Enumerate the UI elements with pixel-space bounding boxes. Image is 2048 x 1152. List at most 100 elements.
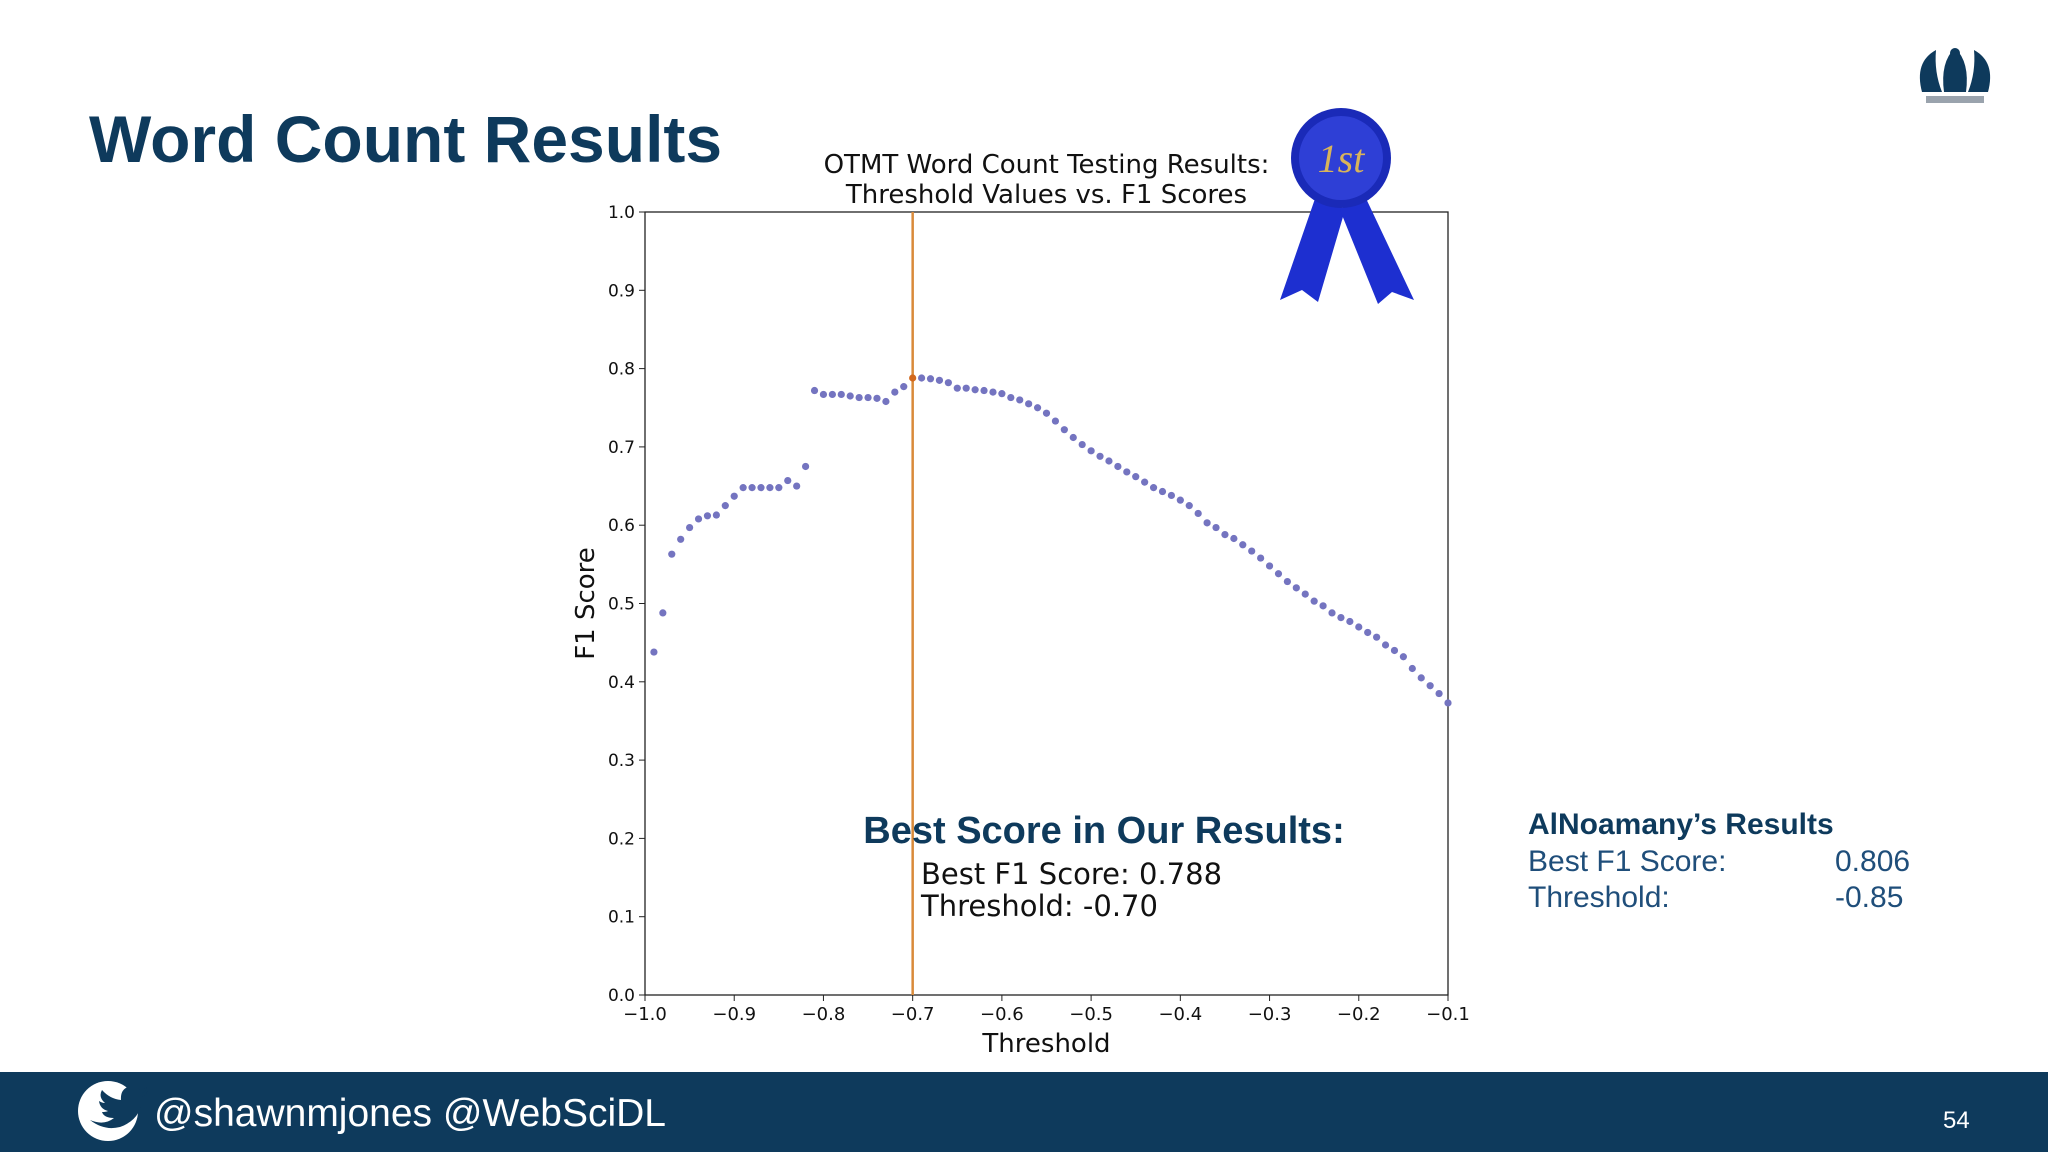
point <box>784 476 792 485</box>
comparison-label: Threshold: <box>1528 881 1670 914</box>
point <box>962 384 970 392</box>
y-tick-label: 0.0 <box>608 986 635 1006</box>
point <box>1239 541 1247 549</box>
point <box>1417 674 1425 682</box>
y-tick-label: 0.8 <box>608 360 635 380</box>
point <box>1408 664 1416 673</box>
point <box>1025 400 1033 408</box>
comparison-value: 0.806 <box>1835 845 1910 878</box>
point <box>1435 689 1443 698</box>
point <box>864 393 872 402</box>
point <box>810 386 819 395</box>
point <box>1167 491 1176 500</box>
point <box>935 376 944 384</box>
point <box>1390 646 1399 655</box>
point <box>748 484 756 492</box>
point <box>793 482 801 490</box>
x-tick-label: −0.5 <box>1069 1004 1113 1025</box>
point <box>1399 653 1407 661</box>
point <box>677 535 685 543</box>
point <box>1069 433 1077 442</box>
point <box>712 511 720 519</box>
annotation-heading: Best Score in Our Results: <box>863 810 1344 852</box>
point <box>802 462 810 471</box>
point <box>1123 468 1131 476</box>
point <box>1257 554 1265 562</box>
point <box>1007 393 1015 402</box>
chart-title: OTMT Word Count Testing Results: <box>824 150 1270 180</box>
point <box>1364 628 1372 637</box>
comparison-heading: AlNoamany’s Results <box>1528 808 1834 841</box>
slide-title: Word Count Results <box>89 102 722 176</box>
comparison-value: -0.85 <box>1835 881 1903 914</box>
point <box>775 484 783 492</box>
ribbon: 1st <box>1280 108 1414 304</box>
point <box>1185 502 1193 510</box>
comparison-label: Best F1 Score: <box>1528 845 1726 878</box>
footer-handles: @shawnmjones @WebSciDL <box>154 1092 666 1135</box>
point <box>1141 478 1149 486</box>
point <box>1301 590 1309 598</box>
point <box>926 375 935 383</box>
point <box>891 388 899 396</box>
point <box>1087 447 1095 455</box>
annotation: Best F1 Score: 0.788 <box>921 857 1222 891</box>
point <box>1337 613 1345 622</box>
footer-bar <box>0 1072 2048 1152</box>
point <box>1176 496 1184 504</box>
y-tick-label: 0.3 <box>608 751 635 771</box>
point <box>1381 641 1390 649</box>
point <box>1132 473 1140 481</box>
point <box>1114 462 1122 471</box>
point <box>837 390 845 399</box>
point <box>1194 509 1202 518</box>
point <box>1283 577 1291 586</box>
point <box>1051 417 1060 425</box>
ribbon-text: 1st <box>1318 136 1366 181</box>
point <box>944 379 952 387</box>
point <box>1328 609 1336 617</box>
x-tick-label: −1.0 <box>623 1004 667 1025</box>
x-tick-label: −0.6 <box>980 1004 1024 1025</box>
y-tick-label: 0.1 <box>608 908 635 928</box>
point <box>1444 699 1452 707</box>
point <box>1319 602 1327 610</box>
point <box>1042 409 1051 417</box>
point <box>1149 484 1158 492</box>
x-tick-label: −0.1 <box>1426 1004 1470 1025</box>
point <box>1310 597 1318 605</box>
y-tick-label: 0.6 <box>608 516 635 536</box>
point <box>1060 426 1068 434</box>
point <box>1230 534 1238 543</box>
point <box>1212 523 1220 532</box>
x-tick-label: −0.7 <box>891 1004 935 1025</box>
point <box>721 502 729 510</box>
point <box>900 383 908 391</box>
point <box>1426 682 1434 690</box>
point <box>989 388 997 396</box>
point <box>730 492 738 500</box>
point <box>650 648 658 656</box>
point <box>980 386 988 395</box>
chart: OTMT Word Count Testing Results:Threshol… <box>571 150 1470 1059</box>
point <box>828 390 836 399</box>
point <box>882 397 890 406</box>
point <box>1016 396 1024 404</box>
y-tick-label: 0.7 <box>608 438 635 458</box>
chart-title: Threshold Values vs. F1 Scores <box>845 180 1247 210</box>
x-tick-label: −0.8 <box>802 1004 846 1025</box>
x-tick-label: −0.2 <box>1337 1004 1381 1025</box>
point <box>1355 623 1363 631</box>
point <box>1105 457 1113 465</box>
point <box>757 484 765 492</box>
point <box>1346 617 1354 626</box>
point <box>659 609 667 617</box>
point <box>1248 547 1256 555</box>
point <box>668 550 676 558</box>
point <box>998 390 1006 398</box>
point <box>1033 404 1042 412</box>
y-tick-label: 0.4 <box>608 673 635 693</box>
point <box>846 392 854 400</box>
